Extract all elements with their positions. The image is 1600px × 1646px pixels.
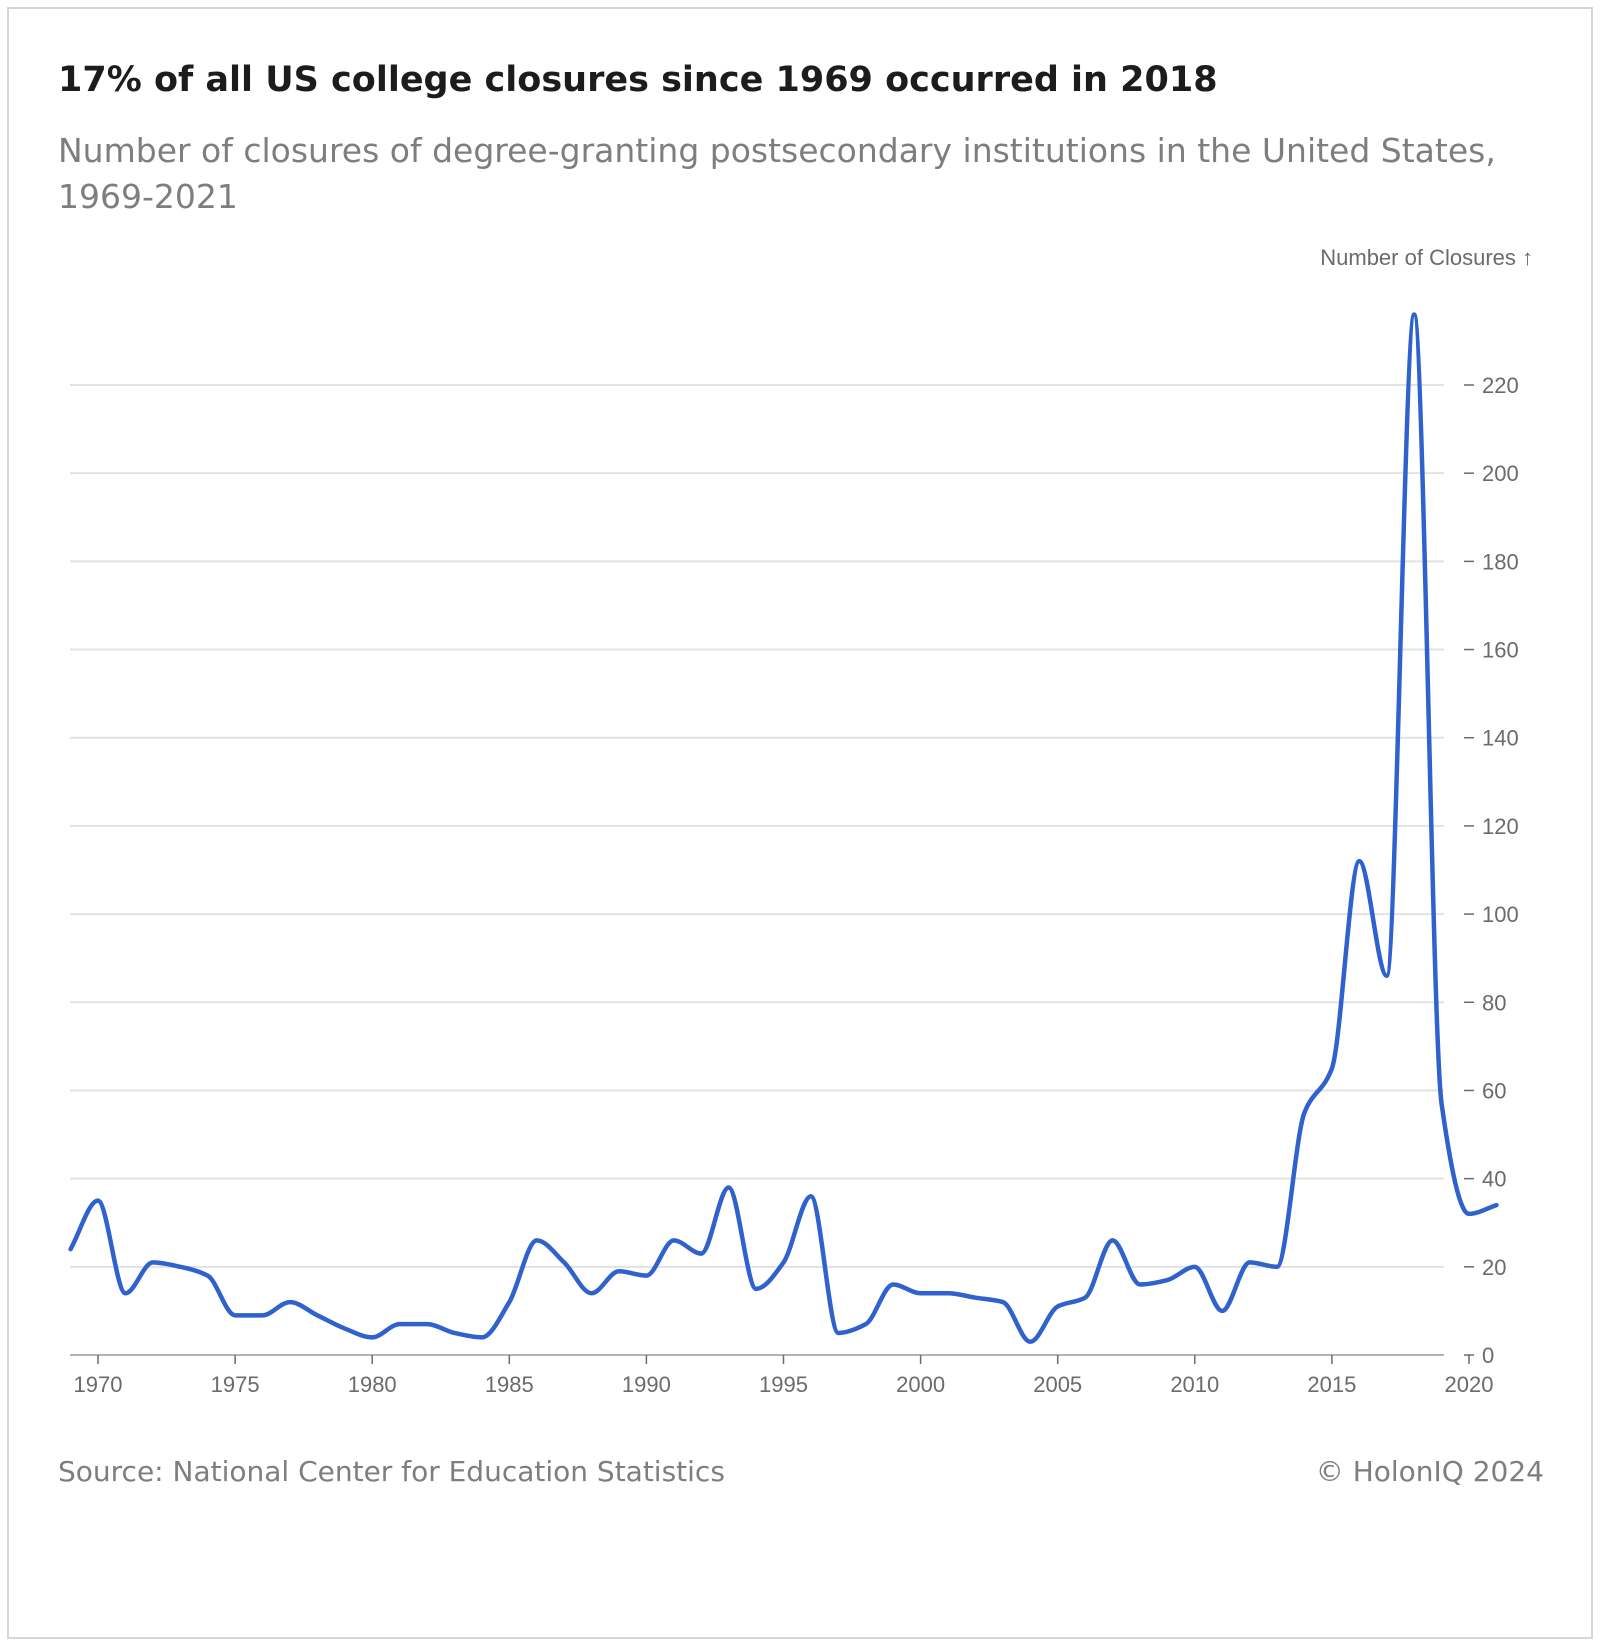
data-point-1979 <box>342 1326 348 1332</box>
y-tick-label-60: 60 <box>1482 1078 1506 1103</box>
chart-card <box>7 7 1593 1639</box>
x-tick-label-2020: 2020 <box>1445 1372 1494 1397</box>
data-point-2009 <box>1164 1277 1170 1283</box>
data-point-1990 <box>643 1273 649 1279</box>
data-point-1972 <box>150 1259 156 1265</box>
data-point-1984 <box>479 1334 485 1340</box>
gridlines <box>70 384 1444 1356</box>
data-point-2012 <box>1247 1259 1253 1265</box>
data-point-1980 <box>369 1334 375 1340</box>
y-tick-label-20: 20 <box>1482 1255 1506 1280</box>
data-point-1999 <box>890 1281 896 1287</box>
data-point-1973 <box>177 1264 183 1270</box>
data-point-1991 <box>671 1237 677 1243</box>
data-point-2004 <box>1027 1339 1033 1345</box>
x-tick-label-2005: 2005 <box>1033 1372 1082 1397</box>
data-point-2000 <box>918 1290 924 1296</box>
y-tick-label-40: 40 <box>1482 1167 1506 1192</box>
data-point-2005 <box>1055 1304 1061 1310</box>
y-tick-label-140: 140 <box>1482 726 1519 751</box>
data-point-1981 <box>397 1321 403 1327</box>
series-line <box>68 312 1499 1345</box>
data-point-1987 <box>561 1259 567 1265</box>
y-tick-label-80: 80 <box>1482 990 1506 1015</box>
source-note: Source: National Center for Education St… <box>58 1455 725 1488</box>
data-point-2020 <box>1466 1211 1472 1217</box>
data-point-1988 <box>589 1290 595 1296</box>
data-point-1986 <box>534 1237 540 1243</box>
y-tick-label-180: 180 <box>1482 549 1519 574</box>
copyright-note: © HolonIQ 2024 <box>1315 1455 1544 1488</box>
chart-subtitle: Number of closures of degree-granting po… <box>58 131 1496 216</box>
data-points <box>68 311 1500 1344</box>
data-point-2003 <box>1000 1299 1006 1305</box>
data-point-1969 <box>68 1246 74 1252</box>
data-point-2021 <box>1493 1202 1499 1208</box>
x-tick-label-1990: 1990 <box>622 1372 671 1397</box>
y-tick-label-100: 100 <box>1482 902 1519 927</box>
data-point-1983 <box>451 1330 457 1336</box>
data-point-1985 <box>506 1299 512 1305</box>
data-point-1998 <box>863 1321 869 1327</box>
x-axis: 1970 1975 1980 1985 1990 1995 2000 2005 2010 2015… <box>74 1355 1494 1397</box>
data-point-1974 <box>205 1273 211 1279</box>
y-tick-label-120: 120 <box>1482 814 1519 839</box>
x-tick-label-1995: 1995 <box>759 1372 808 1397</box>
data-point-2006 <box>1082 1295 1088 1301</box>
data-point-1970 <box>95 1198 101 1204</box>
x-tick-label-1980: 1980 <box>348 1372 397 1397</box>
data-point-2001 <box>945 1290 951 1296</box>
data-point-1978 <box>314 1312 320 1318</box>
data-point-1992 <box>698 1251 704 1257</box>
y-axis: 0 20 40 60 80 100 120 140 160 180 200 220 <box>1464 373 1519 1368</box>
data-point-2019 <box>1439 1101 1445 1107</box>
y-tick-label-220: 220 <box>1482 373 1519 398</box>
x-tick-label-2015: 2015 <box>1307 1372 1356 1397</box>
data-point-1982 <box>424 1321 430 1327</box>
x-tick-label-1970: 1970 <box>74 1372 123 1397</box>
data-point-1989 <box>616 1268 622 1274</box>
data-point-2007 <box>1110 1237 1116 1243</box>
data-point-2010 <box>1192 1264 1198 1270</box>
data-point-2013 <box>1274 1264 1280 1270</box>
data-point-2018 <box>1411 311 1417 317</box>
data-point-2016 <box>1356 858 1362 864</box>
y-tick-label-200: 200 <box>1482 461 1519 486</box>
data-point-1975 <box>232 1312 238 1318</box>
data-point-2014 <box>1301 1110 1307 1116</box>
x-tick-label-1975: 1975 <box>211 1372 260 1397</box>
data-point-2008 <box>1137 1281 1143 1287</box>
data-point-2017 <box>1384 973 1390 979</box>
data-point-1977 <box>287 1299 293 1305</box>
data-point-1994 <box>753 1286 759 1292</box>
data-point-2002 <box>972 1295 978 1301</box>
x-tick-label-2000: 2000 <box>896 1372 945 1397</box>
y-tick-label-0: 0 <box>1482 1343 1494 1368</box>
data-point-1993 <box>726 1184 732 1190</box>
y-axis-label: Number of Closures ↑ <box>1320 245 1533 270</box>
data-point-1996 <box>808 1193 814 1199</box>
data-point-1995 <box>781 1259 787 1265</box>
data-point-1971 <box>122 1290 128 1296</box>
data-point-2015 <box>1329 1065 1335 1071</box>
x-tick-label-2010: 2010 <box>1170 1372 1219 1397</box>
data-point-1976 <box>260 1312 266 1318</box>
x-tick-label-1985: 1985 <box>485 1372 534 1397</box>
y-tick-label-160: 160 <box>1482 638 1519 663</box>
data-point-1997 <box>835 1330 841 1336</box>
chart-title: 17% of all US college closures since 196… <box>58 60 1218 100</box>
data-point-2011 <box>1219 1308 1225 1314</box>
